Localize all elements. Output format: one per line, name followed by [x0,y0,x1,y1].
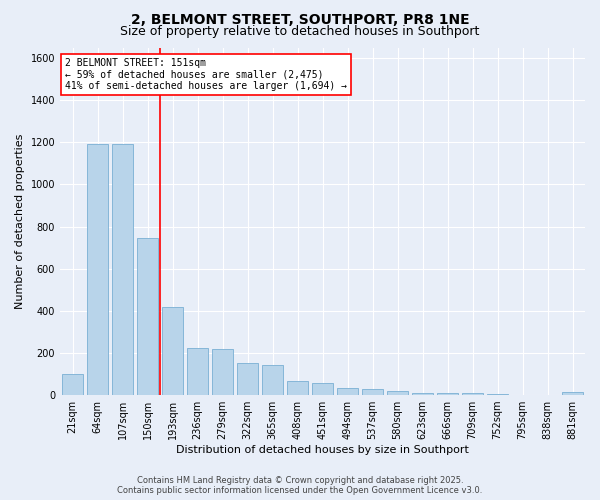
Text: Contains HM Land Registry data © Crown copyright and database right 2025.
Contai: Contains HM Land Registry data © Crown c… [118,476,482,495]
Bar [62,374,83,395]
Bar [112,144,133,395]
Bar [362,389,383,395]
X-axis label: Distribution of detached houses by size in Southport: Distribution of detached houses by size … [176,445,469,455]
Bar [462,394,483,395]
Y-axis label: Number of detached properties: Number of detached properties [15,134,25,309]
Bar [562,392,583,395]
Text: 2, BELMONT STREET, SOUTHPORT, PR8 1NE: 2, BELMONT STREET, SOUTHPORT, PR8 1NE [131,12,469,26]
Bar [87,144,108,395]
Bar [337,388,358,395]
Bar [262,364,283,395]
Text: Size of property relative to detached houses in Southport: Size of property relative to detached ho… [121,25,479,38]
Bar [187,348,208,395]
Bar [237,364,258,395]
Bar [487,394,508,395]
Bar [212,348,233,395]
Text: 2 BELMONT STREET: 151sqm
← 59% of detached houses are smaller (2,475)
41% of sem: 2 BELMONT STREET: 151sqm ← 59% of detach… [65,58,347,91]
Bar [412,392,433,395]
Bar [137,238,158,395]
Bar [312,384,333,395]
Bar [162,306,183,395]
Bar [437,394,458,395]
Bar [287,382,308,395]
Bar [387,392,408,395]
